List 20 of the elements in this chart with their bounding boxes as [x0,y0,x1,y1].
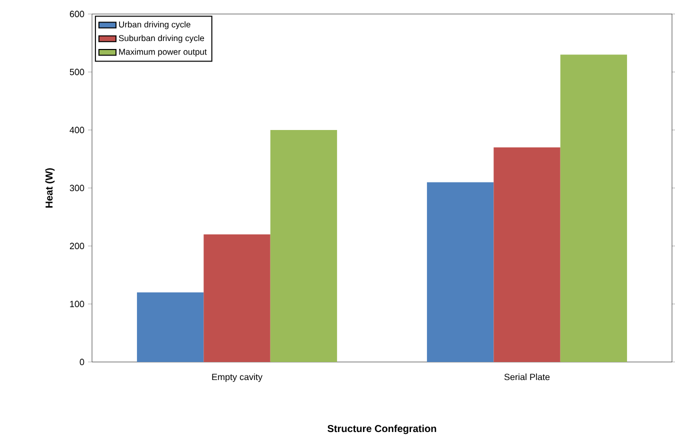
bar [204,234,270,362]
x-tick-label: Serial Plate [504,374,550,380]
bar [494,147,560,362]
bar [270,130,338,362]
legend-label: Urban driving cycle [119,21,190,30]
bar [560,54,628,362]
y-tick-label: 600 [70,10,84,18]
legend-label: Maximum power output [119,48,207,56]
y-tick-label: 100 [70,300,84,308]
y-tick-label: 300 [70,184,84,192]
bar [136,292,204,362]
legend-label: Suburban driving cycle [118,34,204,43]
y-tick-label: 0 [80,358,84,366]
y-tick-label: 200 [70,242,84,250]
x-tick-label: Empty cavity [212,374,262,382]
bar [426,182,494,362]
y-tick-label: 400 [70,126,84,134]
y-axis-title: Heat (W) [45,168,55,208]
x-axis-title: Structure Confegration [328,424,436,434]
y-tick-label: 500 [70,68,84,76]
